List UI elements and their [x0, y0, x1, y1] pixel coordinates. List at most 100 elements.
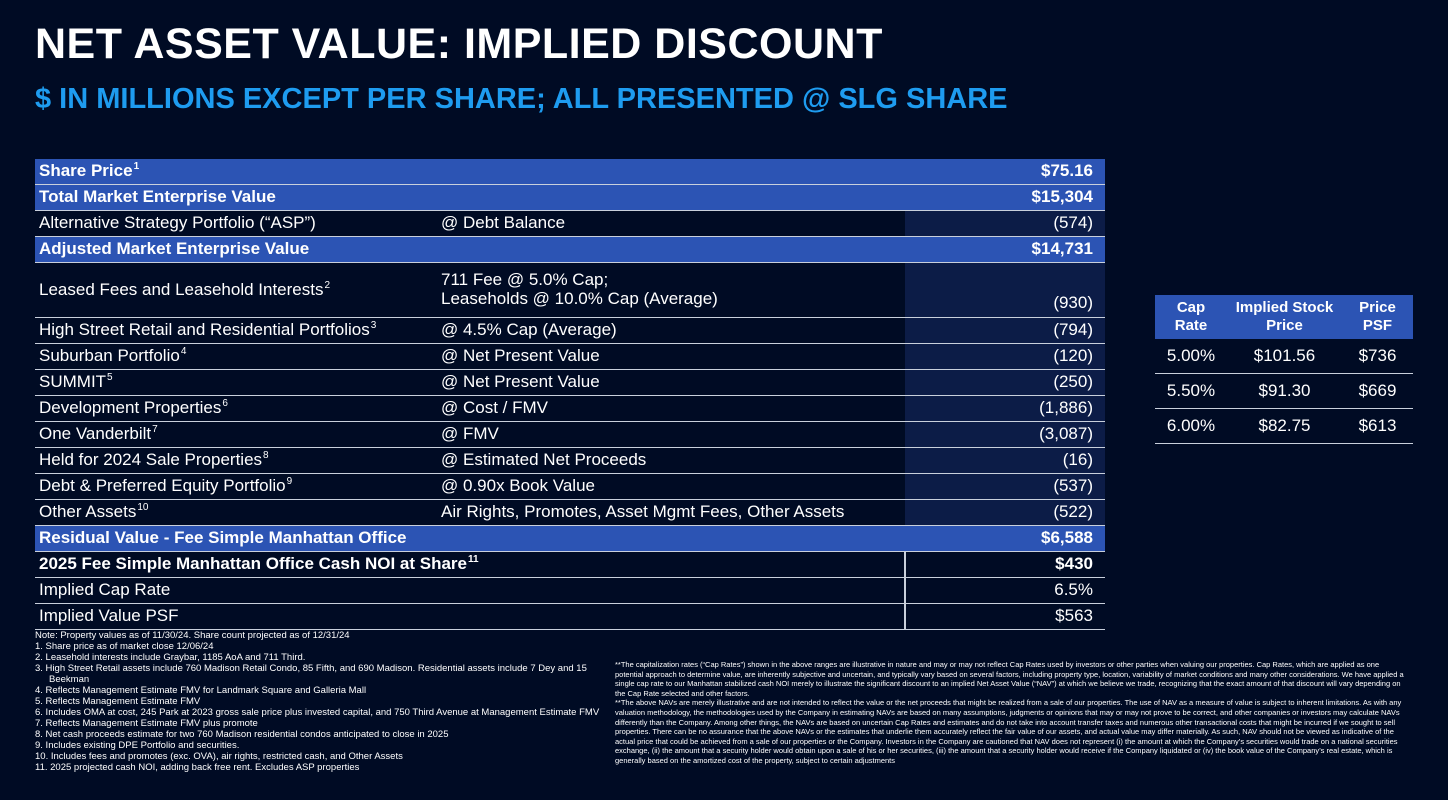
row-method: @ Estimated Net Proceeds	[437, 447, 905, 474]
disclaimer-nav: **The above NAVs are merely illustrative…	[615, 698, 1402, 765]
row-label: Held for 2024 Sale Properties	[39, 450, 263, 470]
implied-price-cell: $101.56	[1227, 339, 1342, 374]
price-psf-cell: $736	[1342, 339, 1413, 374]
header-implied-stock-price: Implied Stock Price	[1227, 295, 1342, 339]
row-value: $75.16	[905, 159, 1105, 185]
footnote-item: 9. Includes existing DPE Portfolio and s…	[35, 740, 240, 751]
row-one-vanderbilt: One Vanderbilt7 @ FMV (3,087)	[35, 421, 1105, 448]
row-debt-preferred-equity: Debt & Preferred Equity Portfolio9 @ 0.9…	[35, 473, 1105, 500]
row-held-for-sale: Held for 2024 Sale Properties8 @ Estimat…	[35, 447, 1105, 474]
footnote-item: 5. Reflects Management Estimate FMV	[35, 696, 201, 707]
row-label: Residual Value - Fee Simple Manhattan Of…	[35, 525, 437, 552]
row-implied-value-psf: Implied Value PSF $563	[35, 603, 1105, 630]
row-development-properties: Development Properties6 @ Cost / FMV (1,…	[35, 395, 1105, 422]
cap-rate-cell: 6.00%	[1155, 408, 1227, 444]
row-asp: Alternative Strategy Portfolio (“ASP”) @…	[35, 210, 1105, 237]
row-method	[437, 236, 905, 263]
row-share-price: Share Price1 $75.16	[35, 159, 1105, 185]
row-other-assets: Other Assets10 Air Rights, Promotes, Ass…	[35, 499, 1105, 526]
footnote-ref: 8	[263, 450, 269, 462]
footnote-item: 10. Includes fees and promotes (exc. OVA…	[35, 751, 403, 762]
row-label: Debt & Preferred Equity Portfolio	[39, 476, 286, 496]
row-value: (16)	[905, 447, 1105, 474]
row-value: (574)	[905, 210, 1105, 237]
footnote-ref: 1	[133, 161, 140, 173]
footnote-ref: 6	[222, 398, 228, 410]
row-value: (1,886)	[905, 395, 1105, 422]
header-cap-rate: Cap Rate	[1155, 295, 1227, 339]
implied-price-cell: $82.75	[1227, 408, 1342, 444]
row-value: $6,588	[905, 525, 1105, 552]
row-label: SUMMIT	[39, 372, 107, 392]
footnote-ref: 5	[107, 372, 113, 384]
row-total-market-enterprise-value: Total Market Enterprise Value $15,304	[35, 184, 1105, 211]
row-value: 6.5%	[904, 577, 1105, 604]
implied-price-cell: $91.30	[1227, 373, 1342, 409]
row-high-street-retail: High Street Retail and Residential Portf…	[35, 317, 1105, 344]
price-psf-cell: $613	[1342, 408, 1413, 444]
cap-rate-sensitivity-table: Cap Rate Implied Stock Price Price PSF 5.00…	[1155, 295, 1413, 444]
row-method: @ Net Present Value	[437, 343, 905, 370]
row-label: Total Market Enterprise Value	[35, 184, 437, 211]
footnote-item: 7. Reflects Management Estimate FMV plus…	[35, 718, 258, 729]
footnote-ref: 3	[370, 320, 377, 332]
row-adjusted-market-enterprise-value: Adjusted Market Enterprise Value $14,731	[35, 236, 1105, 263]
row-implied-cap-rate: Implied Cap Rate 6.5%	[35, 577, 1105, 604]
footnote-ref: 2	[324, 279, 331, 291]
row-label: Development Properties	[39, 398, 222, 418]
row-method: @ Cost / FMV	[437, 395, 905, 422]
row-label: High Street Retail and Residential Portf…	[39, 320, 370, 340]
row-label: 2025 Fee Simple Manhattan Office Cash NO…	[39, 554, 467, 574]
row-residual-value: Residual Value - Fee Simple Manhattan Of…	[35, 525, 1105, 552]
row-method	[437, 525, 905, 552]
sensitivity-row: 5.50% $91.30 $669	[1155, 373, 1413, 409]
footnote-item: 8. Net cash proceeds estimate for two 76…	[35, 729, 449, 740]
row-value: $563	[904, 603, 1105, 630]
sensitivity-row: 5.00% $101.56 $736	[1155, 339, 1413, 374]
row-method: @ Net Present Value	[437, 369, 905, 396]
sensitivity-row: 6.00% $82.75 $613	[1155, 408, 1413, 444]
footnote-item: 11. 2025 projected cash NOI, adding back…	[35, 762, 360, 773]
row-value: $430	[904, 551, 1105, 578]
row-suburban-portfolio: Suburban Portfolio4 @ Net Present Value …	[35, 343, 1105, 370]
row-value: (250)	[905, 369, 1105, 396]
row-value: (522)	[905, 499, 1105, 526]
row-value: $15,304	[905, 184, 1105, 211]
footnote-item: 6. Includes OMA at cost, 245 Park at 202…	[35, 707, 600, 718]
cap-rate-cell: 5.00%	[1155, 339, 1227, 374]
footnote-item: 2. Leasehold interests include Graybar, …	[35, 652, 306, 663]
row-value: (537)	[905, 473, 1105, 500]
row-method: Air Rights, Promotes, Asset Mgmt Fees, O…	[437, 499, 905, 526]
cap-rate-cell: 5.50%	[1155, 373, 1227, 409]
footnote-ref: 4	[180, 346, 187, 358]
footnote-ref: 9	[286, 476, 293, 488]
nav-table: Share Price1 $75.16 Total Market Enterpr…	[35, 159, 1105, 630]
footnotes: Note: Property values as of 11/30/24. Sh…	[35, 630, 600, 773]
row-method	[437, 159, 905, 185]
footnote-item: 1. Share price as of market close 12/06/…	[35, 641, 214, 652]
row-method: @ Debt Balance	[437, 210, 905, 237]
sensitivity-header-row: Cap Rate Implied Stock Price Price PSF	[1155, 295, 1413, 339]
row-value: $14,731	[905, 236, 1105, 263]
row-method-line2: Leaseholds @ 10.0% Cap (Average)	[441, 289, 718, 308]
row-method	[437, 184, 905, 211]
footnote-list: 1. Share price as of market close 12/06/…	[35, 641, 600, 773]
row-label: Alternative Strategy Portfolio (“ASP”)	[35, 210, 437, 237]
row-label: Suburban Portfolio	[39, 346, 180, 366]
footnote-ref: 7	[152, 424, 158, 436]
disclaimer-cap-rates: **The capitalization rates (“Cap Rates”)…	[615, 660, 1404, 698]
footnote-item: 4. Reflects Management Estimate FMV for …	[35, 685, 367, 696]
page-subtitle: $ IN MILLIONS EXCEPT PER SHARE; ALL PRES…	[35, 83, 1008, 115]
row-label: Adjusted Market Enterprise Value	[35, 236, 437, 263]
row-value: (120)	[905, 343, 1105, 370]
footnote-intro: Note: Property values as of 11/30/24. Sh…	[35, 630, 350, 641]
row-value: (3,087)	[905, 421, 1105, 448]
footnote-item: 3. High Street Retail assets include 760…	[35, 663, 587, 685]
row-label: Implied Cap Rate	[35, 577, 905, 604]
row-method: @ 4.5% Cap (Average)	[437, 317, 905, 344]
row-cash-noi: 2025 Fee Simple Manhattan Office Cash NO…	[35, 551, 1105, 578]
row-label: Other Assets	[39, 502, 137, 522]
row-label: Implied Value PSF	[35, 603, 905, 630]
row-method: 711 Fee @ 5.0% Cap;	[441, 270, 609, 290]
price-psf-cell: $669	[1342, 373, 1413, 409]
